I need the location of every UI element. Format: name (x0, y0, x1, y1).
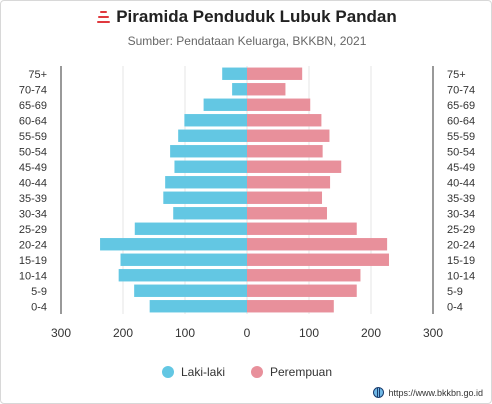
age-label-left: 75+ (28, 69, 47, 81)
x-tick-label: 200 (113, 326, 133, 340)
bar-female (247, 160, 342, 173)
chart-subtitle: Sumber: Pendataan Keluarga, BKKBN, 2021 (127, 34, 367, 48)
age-label-left: 5-9 (31, 286, 47, 298)
x-tick-label: 200 (361, 326, 381, 340)
age-label-left: 70-74 (19, 84, 47, 96)
age-label-left: 15-19 (19, 255, 47, 267)
legend-item-male[interactable]: Laki-laki (161, 365, 225, 379)
chart-title: Piramida Penduduk Lubuk Pandan (116, 7, 397, 26)
bar-male (163, 191, 247, 204)
legend-item-female[interactable]: Perempuan (250, 365, 333, 379)
pyramid-icon (97, 10, 111, 24)
bar-female (247, 284, 357, 297)
bar-female (247, 83, 286, 96)
age-label-left: 50-54 (19, 146, 47, 158)
age-label-left: 30-34 (19, 208, 47, 220)
bar-female (247, 145, 323, 158)
bar-male (184, 114, 247, 127)
age-label-right: 60-64 (447, 115, 475, 127)
age-label-left: 35-39 (19, 193, 47, 205)
title-row: Piramida Penduduk Lubuk Pandan (97, 7, 397, 27)
source-link[interactable]: https://www.bkkbn.go.id (373, 387, 483, 398)
age-label-right: 45-49 (447, 162, 475, 174)
bar-male (165, 176, 247, 189)
age-label-left: 60-64 (19, 115, 47, 127)
age-label-right: 20-24 (447, 239, 475, 251)
bar-female (247, 176, 331, 189)
globe-icon (373, 387, 385, 398)
bar-male (173, 207, 247, 220)
legend-swatch-male (161, 366, 174, 378)
age-label-right: 15-19 (447, 255, 475, 267)
age-label-right: 35-39 (447, 193, 475, 205)
age-label-right: 55-59 (447, 131, 475, 143)
bar-female (247, 222, 357, 235)
age-label-right: 0-4 (447, 301, 463, 313)
legend-label-female: Perempuan (269, 365, 333, 379)
age-label-right: 70-74 (447, 84, 475, 96)
bar-male (149, 300, 247, 313)
bar-female (247, 300, 334, 313)
x-tick-label: 300 (51, 326, 71, 340)
age-label-right: 5-9 (447, 286, 463, 298)
age-label-left: 65-69 (19, 100, 47, 112)
age-label-left: 25-29 (19, 224, 47, 236)
bar-female (247, 129, 330, 142)
age-label-left: 0-4 (31, 301, 47, 313)
bar-female (247, 253, 389, 266)
pyramid-chart: 0-4 0-4 5-9 5-9 10-14 10-14 15-19 15-19 20-24 20-… (19, 66, 475, 340)
bar-female (247, 67, 303, 80)
source-text: https://www.bkkbn.go.id (388, 387, 483, 398)
bar-male (174, 160, 247, 173)
age-label-right: 25-29 (447, 224, 475, 236)
bar-male (118, 269, 247, 282)
age-label-right: 30-34 (447, 208, 475, 220)
x-tick-label: 300 (423, 326, 443, 340)
age-label-right: 50-54 (447, 146, 475, 158)
bar-female (247, 114, 322, 127)
bar-female (247, 207, 327, 220)
bar-male (170, 145, 247, 158)
x-tick-label: 0 (244, 326, 251, 340)
bar-female (247, 269, 361, 282)
age-label-left: 40-44 (19, 177, 47, 189)
age-label-right: 75+ (447, 69, 466, 81)
bar-male (178, 129, 247, 142)
age-label-left: 55-59 (19, 131, 47, 143)
bar-female (247, 191, 323, 204)
bar-male (222, 67, 247, 80)
bar-male (134, 222, 247, 235)
age-label-right: 10-14 (447, 270, 475, 282)
age-label-left: 20-24 (19, 239, 47, 251)
bar-male (100, 238, 247, 251)
legend-label-male: Laki-laki (180, 365, 225, 379)
bar-female (247, 238, 388, 251)
age-label-right: 40-44 (447, 177, 475, 189)
bar-female (247, 98, 311, 111)
legend-swatch-female (250, 366, 263, 378)
age-label-left: 45-49 (19, 162, 47, 174)
chart-header: Piramida Penduduk Lubuk Pandan Sumber: P… (1, 7, 492, 48)
x-tick-label: 100 (299, 326, 319, 340)
bar-male (232, 83, 247, 96)
chart-legend: Laki-laki Perempuan (1, 365, 492, 379)
bar-male (203, 98, 247, 111)
bar-male (134, 284, 247, 297)
age-label-right: 65-69 (447, 100, 475, 112)
bar-male (120, 253, 247, 266)
x-tick-label: 100 (175, 326, 195, 340)
age-label-left: 10-14 (19, 270, 47, 282)
